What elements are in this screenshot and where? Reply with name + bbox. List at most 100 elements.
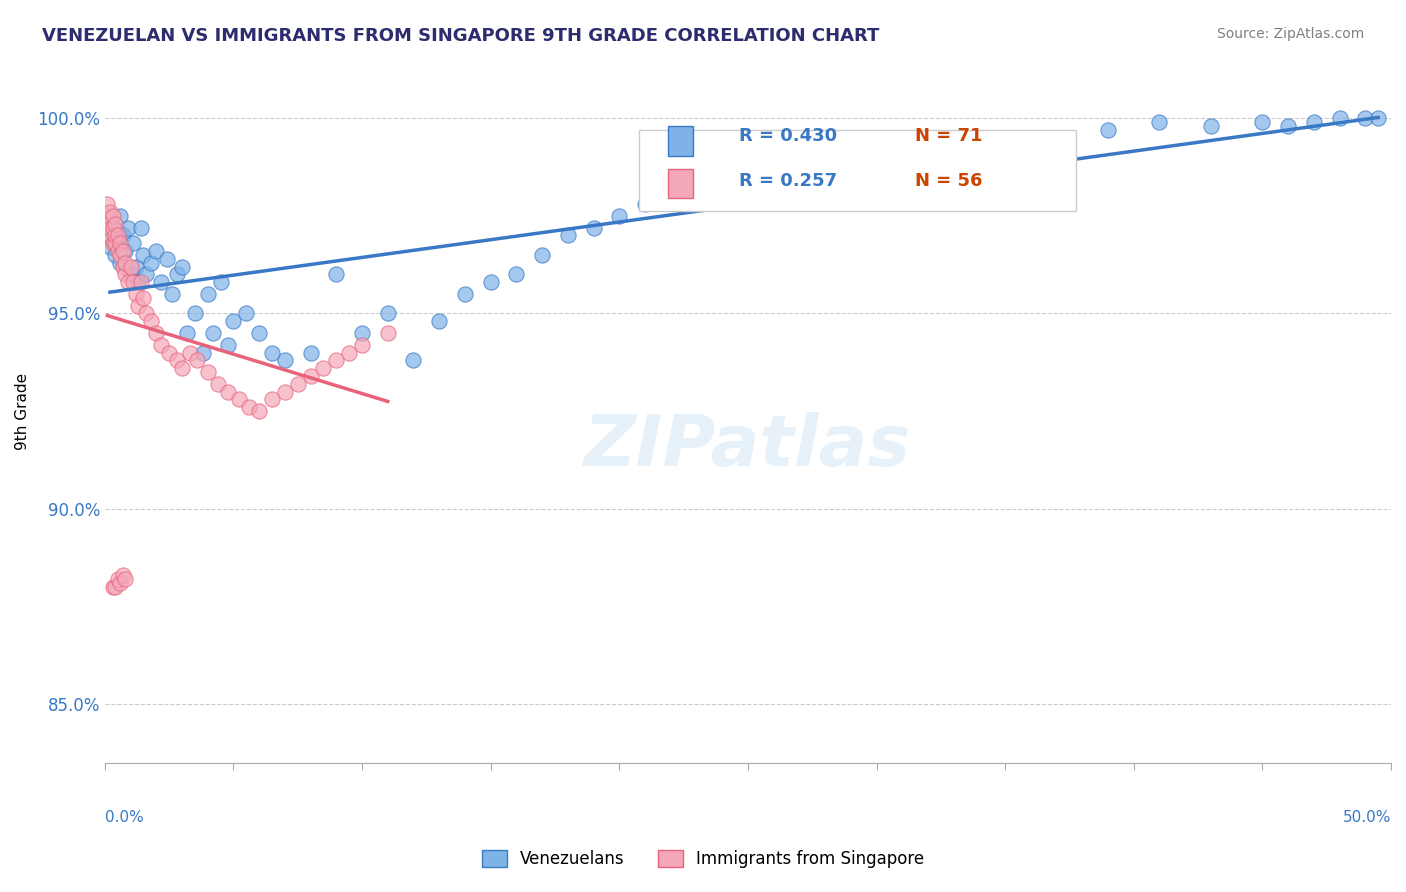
Immigrants from Singapore <box>179 345 201 359</box>
Venezuelans <box>891 158 914 172</box>
Venezuelans <box>350 326 373 340</box>
Immigrants from Singapore <box>124 287 146 301</box>
Venezuelans <box>789 181 811 195</box>
Immigrants from Singapore <box>96 197 118 211</box>
Venezuelans <box>479 275 502 289</box>
Venezuelans <box>557 228 579 243</box>
Immigrants from Singapore <box>299 369 322 384</box>
Immigrants from Singapore <box>312 361 335 376</box>
Venezuelans <box>222 314 245 328</box>
Venezuelans <box>1149 115 1171 129</box>
Venezuelans <box>191 345 214 359</box>
Immigrants from Singapore <box>107 572 129 586</box>
Venezuelans <box>104 236 127 251</box>
Venezuelans <box>135 268 157 282</box>
Venezuelans <box>184 306 207 320</box>
Venezuelans <box>1199 119 1222 133</box>
Immigrants from Singapore <box>122 275 145 289</box>
Immigrants from Singapore <box>350 337 373 351</box>
Immigrants from Singapore <box>260 392 283 407</box>
Venezuelans <box>711 169 734 184</box>
Immigrants from Singapore <box>101 580 124 594</box>
Venezuelans <box>1354 112 1376 126</box>
Immigrants from Singapore <box>107 228 129 243</box>
Venezuelans <box>101 228 124 243</box>
Text: R = 0.257: R = 0.257 <box>740 171 837 189</box>
Immigrants from Singapore <box>238 401 260 415</box>
Venezuelans <box>122 236 145 251</box>
Venezuelans <box>325 268 347 282</box>
Venezuelans <box>1367 112 1389 126</box>
Immigrants from Singapore <box>110 576 132 591</box>
Venezuelans <box>634 197 657 211</box>
Venezuelans <box>217 337 239 351</box>
Immigrants from Singapore <box>104 236 127 251</box>
Immigrants from Singapore <box>247 404 270 418</box>
Venezuelans <box>274 353 297 368</box>
Immigrants from Singapore <box>325 353 347 368</box>
Immigrants from Singapore <box>287 376 309 391</box>
FancyBboxPatch shape <box>668 169 693 198</box>
Immigrants from Singapore <box>207 376 229 391</box>
Venezuelans <box>505 268 527 282</box>
Venezuelans <box>427 314 450 328</box>
Immigrants from Singapore <box>120 260 142 274</box>
Venezuelans <box>111 228 134 243</box>
Immigrants from Singapore <box>228 392 250 407</box>
Immigrants from Singapore <box>101 236 124 251</box>
Immigrants from Singapore <box>98 228 121 243</box>
Venezuelans <box>155 252 177 266</box>
Venezuelans <box>139 256 162 270</box>
Venezuelans <box>166 268 188 282</box>
Immigrants from Singapore <box>186 353 208 368</box>
Venezuelans <box>994 143 1017 157</box>
Immigrants from Singapore <box>101 209 124 223</box>
Immigrants from Singapore <box>98 220 121 235</box>
Venezuelans <box>160 287 183 301</box>
Immigrants from Singapore <box>114 268 136 282</box>
Immigrants from Singapore <box>107 244 129 258</box>
Venezuelans <box>124 260 146 274</box>
Venezuelans <box>942 150 965 164</box>
Venezuelans <box>402 353 425 368</box>
Venezuelans <box>120 268 142 282</box>
Venezuelans <box>209 275 232 289</box>
Immigrants from Singapore <box>129 275 152 289</box>
Venezuelans <box>110 256 132 270</box>
Venezuelans <box>454 287 477 301</box>
Text: ZIPatlas: ZIPatlas <box>585 412 911 481</box>
Venezuelans <box>101 220 124 235</box>
Legend: Venezuelans, Immigrants from Singapore: Venezuelans, Immigrants from Singapore <box>475 843 931 875</box>
Venezuelans <box>1097 123 1119 137</box>
Venezuelans <box>1302 115 1324 129</box>
Venezuelans <box>1277 119 1299 133</box>
Text: Source: ZipAtlas.com: Source: ZipAtlas.com <box>1216 27 1364 41</box>
Immigrants from Singapore <box>132 291 155 305</box>
Venezuelans <box>110 209 132 223</box>
Venezuelans <box>377 306 399 320</box>
Venezuelans <box>659 189 682 203</box>
Venezuelans <box>531 248 554 262</box>
Immigrants from Singapore <box>110 236 132 251</box>
Immigrants from Singapore <box>110 248 132 262</box>
Venezuelans <box>145 244 167 258</box>
Venezuelans <box>607 209 630 223</box>
Immigrants from Singapore <box>150 337 173 351</box>
Immigrants from Singapore <box>377 326 399 340</box>
Immigrants from Singapore <box>274 384 297 399</box>
Venezuelans <box>197 287 219 301</box>
Text: N = 71: N = 71 <box>915 127 983 145</box>
Venezuelans <box>127 275 149 289</box>
Immigrants from Singapore <box>127 299 149 313</box>
FancyBboxPatch shape <box>668 127 693 156</box>
Immigrants from Singapore <box>157 345 180 359</box>
Venezuelans <box>132 248 155 262</box>
Immigrants from Singapore <box>135 306 157 320</box>
Immigrants from Singapore <box>104 580 127 594</box>
Venezuelans <box>299 345 322 359</box>
Venezuelans <box>1045 130 1067 145</box>
Immigrants from Singapore <box>170 361 193 376</box>
Venezuelans <box>104 248 127 262</box>
Venezuelans <box>1251 115 1274 129</box>
Venezuelans <box>98 240 121 254</box>
